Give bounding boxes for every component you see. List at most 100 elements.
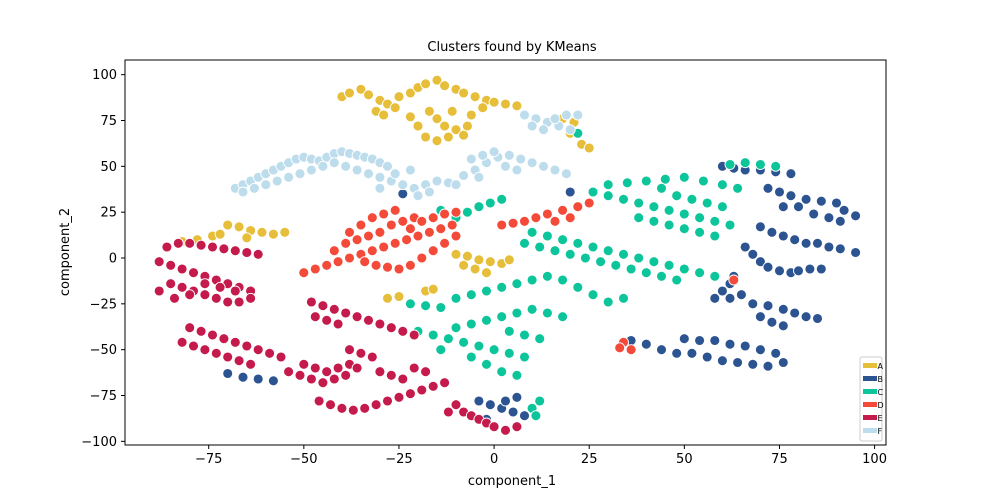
point-B-42: [735, 289, 747, 301]
point-C-35: [526, 226, 538, 238]
point-E-61: [317, 300, 329, 312]
point-F-22: [248, 182, 260, 194]
y-axis: −100 −75 −50 −25 0 25 50 75 100: [81, 68, 125, 450]
point-D-23: [355, 219, 367, 231]
point-A-18: [511, 100, 523, 112]
point-A-21: [389, 102, 401, 114]
point-B-74: [473, 395, 485, 407]
point-E-39: [264, 347, 276, 359]
point-F-70: [560, 109, 572, 121]
point-F-23: [260, 179, 272, 191]
x-tick-label: −50: [290, 452, 317, 467]
point-C-27: [694, 226, 706, 238]
point-D-1: [309, 263, 321, 275]
point-A-9: [420, 78, 432, 90]
point-F-60: [511, 164, 523, 176]
point-A-23: [431, 113, 443, 125]
point-A-52: [450, 248, 462, 260]
point-D-29: [382, 261, 393, 273]
point-C-41: [618, 248, 629, 260]
point-C-5: [663, 204, 675, 216]
point-F-44: [423, 186, 435, 198]
point-B-47: [800, 311, 812, 323]
points-layer: [153, 74, 862, 436]
point-C-45: [678, 263, 690, 275]
point-F-38: [431, 175, 443, 187]
point-C-7: [694, 212, 706, 224]
legend-label-E: E: [878, 414, 883, 423]
point-A-44: [256, 226, 268, 238]
point-D-27: [359, 256, 371, 268]
point-A-34: [465, 109, 477, 121]
point-A-16: [488, 96, 500, 108]
point-F-30: [340, 160, 352, 172]
point-D-54: [625, 344, 637, 356]
point-F-56: [465, 153, 477, 165]
point-C-60: [420, 300, 432, 312]
point-C-31: [473, 201, 485, 213]
point-D-13: [446, 219, 458, 231]
point-B-27: [850, 247, 862, 258]
point-A-3: [363, 89, 374, 101]
point-A-26: [442, 131, 454, 143]
point-C-23: [633, 212, 645, 224]
point-E-1: [165, 259, 177, 271]
point-B-30: [754, 256, 766, 268]
point-C-81: [519, 351, 530, 363]
point-B-58: [716, 355, 728, 367]
point-B-7: [774, 186, 785, 198]
point-B-32: [774, 265, 785, 277]
point-E-45: [222, 351, 234, 363]
point-A-59: [481, 267, 492, 279]
point-A-20: [378, 109, 390, 121]
point-B-82: [397, 188, 409, 200]
point-D-16: [351, 234, 363, 246]
point-E-47: [245, 358, 257, 370]
point-B-72: [252, 373, 264, 385]
point-D-32: [416, 252, 428, 264]
point-D-42: [507, 217, 519, 229]
legend-swatch-D: [863, 402, 877, 407]
point-E-50: [305, 373, 317, 385]
point-F-28: [317, 160, 329, 172]
point-E-21: [199, 289, 211, 301]
point-E-85: [374, 366, 386, 378]
point-A-55: [484, 256, 496, 268]
point-E-27: [169, 292, 180, 304]
point-F-35: [397, 179, 409, 191]
point-A-57: [503, 254, 515, 266]
point-E-38: [252, 344, 264, 356]
series-F: [229, 109, 584, 202]
point-C-84: [496, 366, 508, 378]
point-E-9: [161, 241, 173, 253]
point-D-20: [397, 215, 409, 227]
point-B-6: [762, 182, 774, 194]
x-axis: −75 −50 −25 0 25 50 75 100: [195, 445, 887, 467]
point-A-33: [446, 105, 458, 117]
point-C-78: [473, 340, 485, 352]
point-C-64: [481, 285, 492, 297]
point-E-57: [332, 362, 344, 374]
point-E-101: [366, 351, 378, 363]
point-A-58: [469, 263, 481, 275]
point-C-21: [716, 201, 728, 213]
point-B-10: [815, 195, 827, 207]
point-A-35: [477, 102, 489, 114]
point-E-98: [442, 406, 454, 418]
series-D: [298, 197, 740, 356]
point-C-28: [709, 230, 721, 242]
point-D-34: [439, 237, 451, 249]
point-E-73: [313, 395, 325, 407]
point-F-25: [283, 171, 295, 183]
point-B-40: [709, 292, 721, 304]
point-E-59: [351, 362, 363, 374]
point-F-51: [515, 153, 527, 165]
series-B: [222, 160, 862, 425]
point-D-14: [328, 245, 340, 257]
point-E-26: [153, 285, 165, 297]
point-F-66: [564, 124, 576, 136]
point-E-81: [404, 388, 416, 400]
point-E-95: [488, 421, 500, 433]
y-tick-label: 0: [109, 252, 117, 267]
point-D-37: [416, 215, 428, 227]
